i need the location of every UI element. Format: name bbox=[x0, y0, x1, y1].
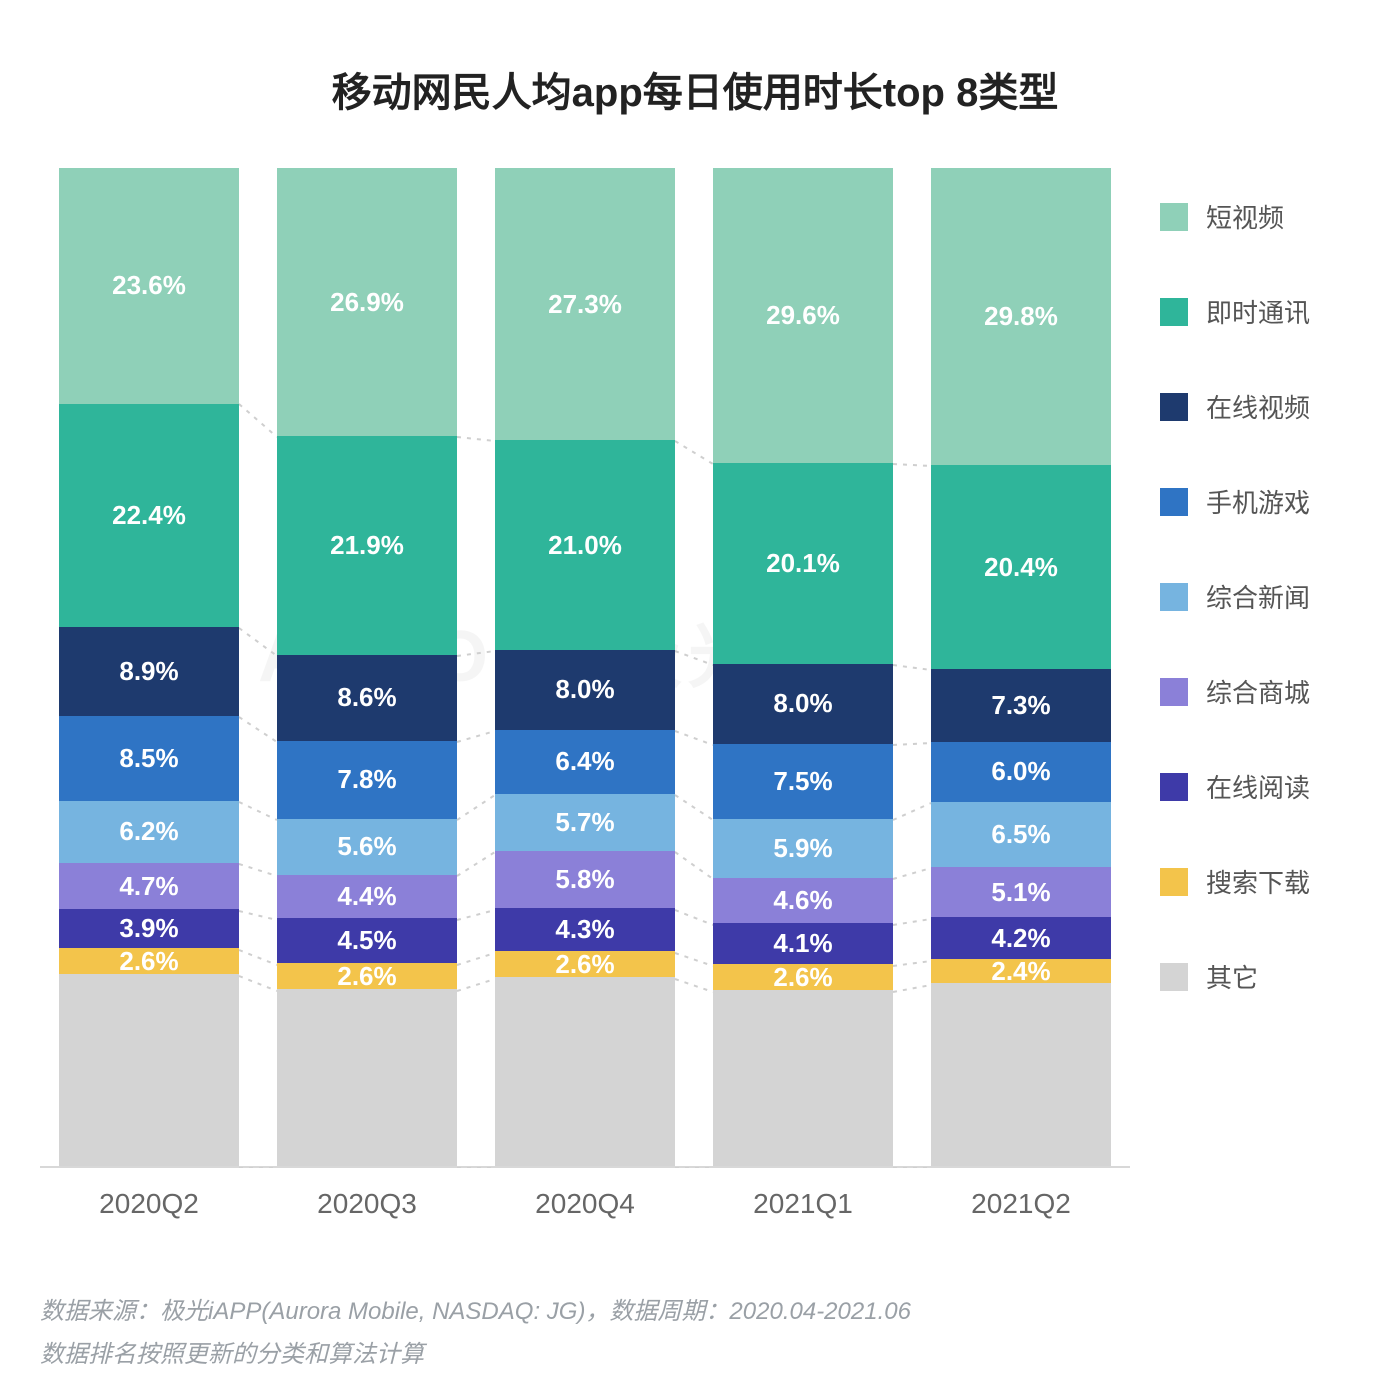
legend-label: 其它 bbox=[1206, 958, 1258, 995]
bar-segment: 27.3% bbox=[495, 168, 675, 440]
legend-swatch-icon bbox=[1160, 393, 1188, 421]
legend-label: 搜索下载 bbox=[1206, 863, 1310, 900]
bar-segment: 22.4% bbox=[59, 404, 239, 628]
bar-column: 23.6%22.4%8.9%8.5%6.2%4.7%3.9%2.6% bbox=[59, 168, 239, 1166]
bar-segment: 7.8% bbox=[277, 741, 457, 819]
bar-segment: 20.1% bbox=[713, 463, 893, 664]
bar-segment: 6.5% bbox=[931, 802, 1111, 867]
bar-segment: 26.9% bbox=[277, 168, 457, 436]
legend-label: 即时通讯 bbox=[1206, 293, 1310, 330]
bar-segment: 4.1% bbox=[713, 923, 893, 964]
x-axis-label: 2020Q3 bbox=[277, 1188, 457, 1220]
bar-segment: 23.6% bbox=[59, 168, 239, 404]
bar-segment: 5.9% bbox=[713, 819, 893, 878]
bar-segment: 2.4% bbox=[931, 959, 1111, 983]
bar-segment: 20.4% bbox=[931, 465, 1111, 669]
legend-item: 综合商城 bbox=[1160, 673, 1350, 710]
x-axis-label: 2020Q4 bbox=[495, 1188, 675, 1220]
legend-item: 即时通讯 bbox=[1160, 293, 1350, 330]
legend: 短视频即时通讯在线视频手机游戏综合新闻综合商城在线阅读搜索下载其它 bbox=[1130, 168, 1350, 995]
legend-item: 在线阅读 bbox=[1160, 768, 1350, 805]
bar-segment: 5.1% bbox=[931, 867, 1111, 918]
legend-label: 在线阅读 bbox=[1206, 768, 1310, 805]
bar-segment bbox=[59, 974, 239, 1166]
legend-item: 手机游戏 bbox=[1160, 483, 1350, 520]
bar-segment: 29.6% bbox=[713, 168, 893, 463]
bar-segment: 4.3% bbox=[495, 908, 675, 951]
legend-item: 短视频 bbox=[1160, 198, 1350, 235]
legend-label: 综合商城 bbox=[1206, 673, 1310, 710]
legend-swatch-icon bbox=[1160, 583, 1188, 611]
bar-segment: 6.2% bbox=[59, 801, 239, 863]
bar-segment: 2.6% bbox=[713, 964, 893, 990]
legend-swatch-icon bbox=[1160, 678, 1188, 706]
bar-column: 29.8%20.4%7.3%6.0%6.5%5.1%4.2%2.4% bbox=[931, 168, 1111, 1166]
bar-segment: 21.0% bbox=[495, 440, 675, 650]
bar-segment bbox=[931, 983, 1111, 1166]
bar-segment: 8.6% bbox=[277, 655, 457, 741]
legend-item: 搜索下载 bbox=[1160, 863, 1350, 900]
x-axis-label: 2020Q2 bbox=[59, 1188, 239, 1220]
bars-container: 23.6%22.4%8.9%8.5%6.2%4.7%3.9%2.6%26.9%2… bbox=[40, 168, 1130, 1166]
x-axis-label: 2021Q1 bbox=[713, 1188, 893, 1220]
legend-swatch-icon bbox=[1160, 203, 1188, 231]
x-axis-label: 2021Q2 bbox=[931, 1188, 1111, 1220]
footnote: 数据来源：极光iAPP(Aurora Mobile, NASDAQ: JG)，数… bbox=[40, 1290, 1350, 1376]
bar-segment: 2.6% bbox=[495, 951, 675, 977]
bar-segment: 7.5% bbox=[713, 744, 893, 819]
bar-segment: 5.8% bbox=[495, 851, 675, 909]
legend-swatch-icon bbox=[1160, 868, 1188, 896]
bar-segment: 4.2% bbox=[931, 917, 1111, 959]
bar-segment: 29.8% bbox=[931, 168, 1111, 465]
bar-column: 26.9%21.9%8.6%7.8%5.6%4.4%4.5%2.6% bbox=[277, 168, 457, 1166]
bar-segment: 5.7% bbox=[495, 794, 675, 851]
bar-segment: 2.6% bbox=[277, 963, 457, 989]
bar-segment: 4.5% bbox=[277, 918, 457, 963]
bar-segment: 2.6% bbox=[59, 948, 239, 974]
legend-swatch-icon bbox=[1160, 963, 1188, 991]
chart-area: AURORA极光 23.6%22.4%8.9%8.5%6.2%4.7%3.9%2… bbox=[40, 168, 1350, 1168]
legend-item: 综合新闻 bbox=[1160, 578, 1350, 615]
legend-label: 综合新闻 bbox=[1206, 578, 1310, 615]
bar-segment: 4.6% bbox=[713, 878, 893, 924]
bar-segment: 8.5% bbox=[59, 716, 239, 801]
bar-segment: 4.7% bbox=[59, 863, 239, 910]
chart-title: 移动网民人均app每日使用时长top 8类型 bbox=[40, 60, 1350, 118]
bar-segment: 8.0% bbox=[713, 664, 893, 744]
bar-segment: 21.9% bbox=[277, 436, 457, 655]
legend-label: 手机游戏 bbox=[1206, 483, 1310, 520]
bar-segment: 8.9% bbox=[59, 627, 239, 716]
legend-item: 在线视频 bbox=[1160, 388, 1350, 425]
plot-area: AURORA极光 23.6%22.4%8.9%8.5%6.2%4.7%3.9%2… bbox=[40, 168, 1130, 1168]
bar-segment: 3.9% bbox=[59, 909, 239, 948]
footnote-line-1: 数据来源：极光iAPP(Aurora Mobile, NASDAQ: JG)，数… bbox=[40, 1290, 1350, 1333]
bar-segment: 8.0% bbox=[495, 650, 675, 730]
footnote-line-2: 数据排名按照更新的分类和算法计算 bbox=[40, 1333, 1350, 1376]
legend-label: 短视频 bbox=[1206, 198, 1284, 235]
bar-segment bbox=[713, 990, 893, 1166]
legend-swatch-icon bbox=[1160, 773, 1188, 801]
x-axis: 2020Q2 2020Q3 2020Q4 2021Q1 2021Q2 bbox=[40, 1188, 1130, 1220]
legend-swatch-icon bbox=[1160, 488, 1188, 516]
bar-segment: 7.3% bbox=[931, 669, 1111, 742]
bar-segment bbox=[495, 977, 675, 1166]
bar-segment: 4.4% bbox=[277, 875, 457, 919]
bar-column: 27.3%21.0%8.0%6.4%5.7%5.8%4.3%2.6% bbox=[495, 168, 675, 1166]
bar-segment: 6.0% bbox=[931, 742, 1111, 802]
bar-segment: 5.6% bbox=[277, 819, 457, 875]
bar-segment bbox=[277, 989, 457, 1166]
bar-column: 29.6%20.1%8.0%7.5%5.9%4.6%4.1%2.6% bbox=[713, 168, 893, 1166]
bar-segment: 6.4% bbox=[495, 730, 675, 794]
legend-swatch-icon bbox=[1160, 298, 1188, 326]
legend-item: 其它 bbox=[1160, 958, 1350, 995]
page: 移动网民人均app每日使用时长top 8类型 AURORA极光 23.6%22.… bbox=[0, 0, 1390, 1394]
legend-label: 在线视频 bbox=[1206, 388, 1310, 425]
